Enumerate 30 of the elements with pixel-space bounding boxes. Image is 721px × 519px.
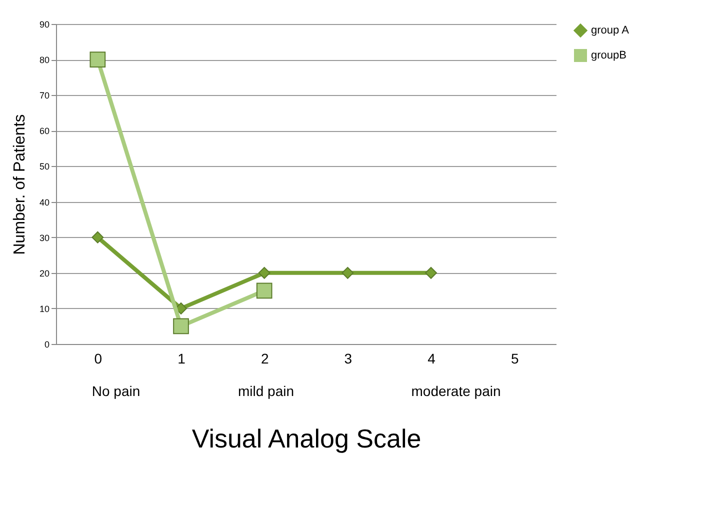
point	[90, 52, 106, 68]
y-tick-label: 10	[39, 304, 50, 314]
x-tick-label: 4	[428, 350, 436, 366]
y-axis-title: Number. of Patients	[11, 114, 28, 255]
y-tick-label: 60	[39, 126, 50, 136]
x-tick-label: 5	[510, 350, 519, 366]
y-tick-label: 50	[39, 162, 50, 172]
y-tick-label: 30	[39, 232, 50, 243]
text: mild pain	[238, 383, 294, 399]
point	[258, 266, 270, 279]
y-tick-label: 80	[39, 55, 50, 66]
point	[92, 231, 104, 244]
x-tick-label: 1	[178, 350, 186, 366]
y-tick-label: 90	[39, 20, 50, 30]
point	[256, 282, 272, 299]
x-tick-label: 3	[344, 350, 352, 366]
y-tick-label: 70	[39, 90, 50, 101]
y-tick-label: 40	[39, 197, 50, 208]
y-tick-label: 20	[39, 268, 50, 278]
legend-label: group A	[591, 24, 630, 36]
legend-label: groupB	[591, 50, 626, 62]
x-tick-label: 0	[94, 350, 102, 366]
text: moderate pain	[411, 383, 501, 399]
point	[425, 266, 437, 279]
x-axis-title: Visual Analog Scale	[192, 424, 422, 454]
text: No pain	[92, 383, 140, 399]
point	[342, 266, 354, 279]
y-tick-label: 0	[44, 340, 50, 350]
x-tick-label: 2	[260, 350, 269, 366]
point	[173, 318, 189, 334]
